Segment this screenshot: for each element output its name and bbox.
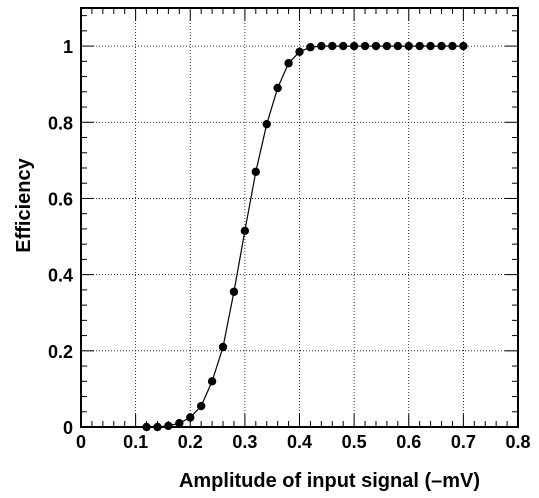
x-tick-label: 0.4 xyxy=(287,432,312,452)
x-tick-label: 0.1 xyxy=(123,432,148,452)
data-point xyxy=(273,83,282,93)
data-point xyxy=(360,41,370,51)
data-point xyxy=(284,59,293,68)
x-tick-label: 0 xyxy=(76,432,86,452)
data-point xyxy=(164,421,173,431)
x-tick-label: 0.7 xyxy=(451,432,476,452)
y-tick-label: 0.6 xyxy=(48,189,73,209)
data-point xyxy=(426,41,435,51)
data-point xyxy=(317,41,326,51)
y-tick-label: 0.8 xyxy=(48,113,73,133)
x-tick-label: 0.3 xyxy=(232,432,257,452)
data-point xyxy=(218,342,228,352)
data-point xyxy=(207,377,217,386)
x-tick-label: 0.6 xyxy=(396,432,421,452)
y-tick-label: 0.4 xyxy=(48,266,73,286)
data-point xyxy=(328,41,337,51)
data-points xyxy=(142,41,468,432)
data-point xyxy=(404,41,413,51)
y-tick-label: 0.2 xyxy=(48,342,73,362)
x-axis-title: Amplitude of input signal (–mV) xyxy=(179,470,480,492)
data-point xyxy=(251,167,260,176)
x-tick-label: 0.2 xyxy=(178,432,203,452)
data-point xyxy=(175,418,184,428)
data-point xyxy=(437,41,446,51)
data-point xyxy=(295,47,304,57)
data-point xyxy=(240,226,250,236)
data-point xyxy=(459,41,468,51)
plot-frame xyxy=(80,7,519,428)
y-tick-label: 0 xyxy=(63,418,73,438)
data-point xyxy=(382,41,392,51)
data-point xyxy=(186,413,195,422)
data-point xyxy=(306,43,315,52)
y-axis-title: Efficiency xyxy=(13,157,35,252)
tick-labels: 0 0.1 0.2 0.3 0.4 0.5 0.6 0.7 0.8 0 0.2 0.4 0.6 0.8 1 xyxy=(48,37,531,452)
y-tick-label: 1 xyxy=(63,37,73,57)
data-point xyxy=(393,41,403,51)
data-point xyxy=(448,41,457,51)
x-tick-label: 0.5 xyxy=(342,432,367,452)
x-tick-label: 0.8 xyxy=(505,432,530,452)
grid xyxy=(81,8,518,427)
data-point xyxy=(262,119,271,129)
data-point xyxy=(196,401,206,411)
data-point xyxy=(415,41,424,51)
data-point xyxy=(229,287,239,296)
data-point xyxy=(339,41,348,51)
data-point xyxy=(371,41,381,51)
data-point xyxy=(349,41,359,51)
